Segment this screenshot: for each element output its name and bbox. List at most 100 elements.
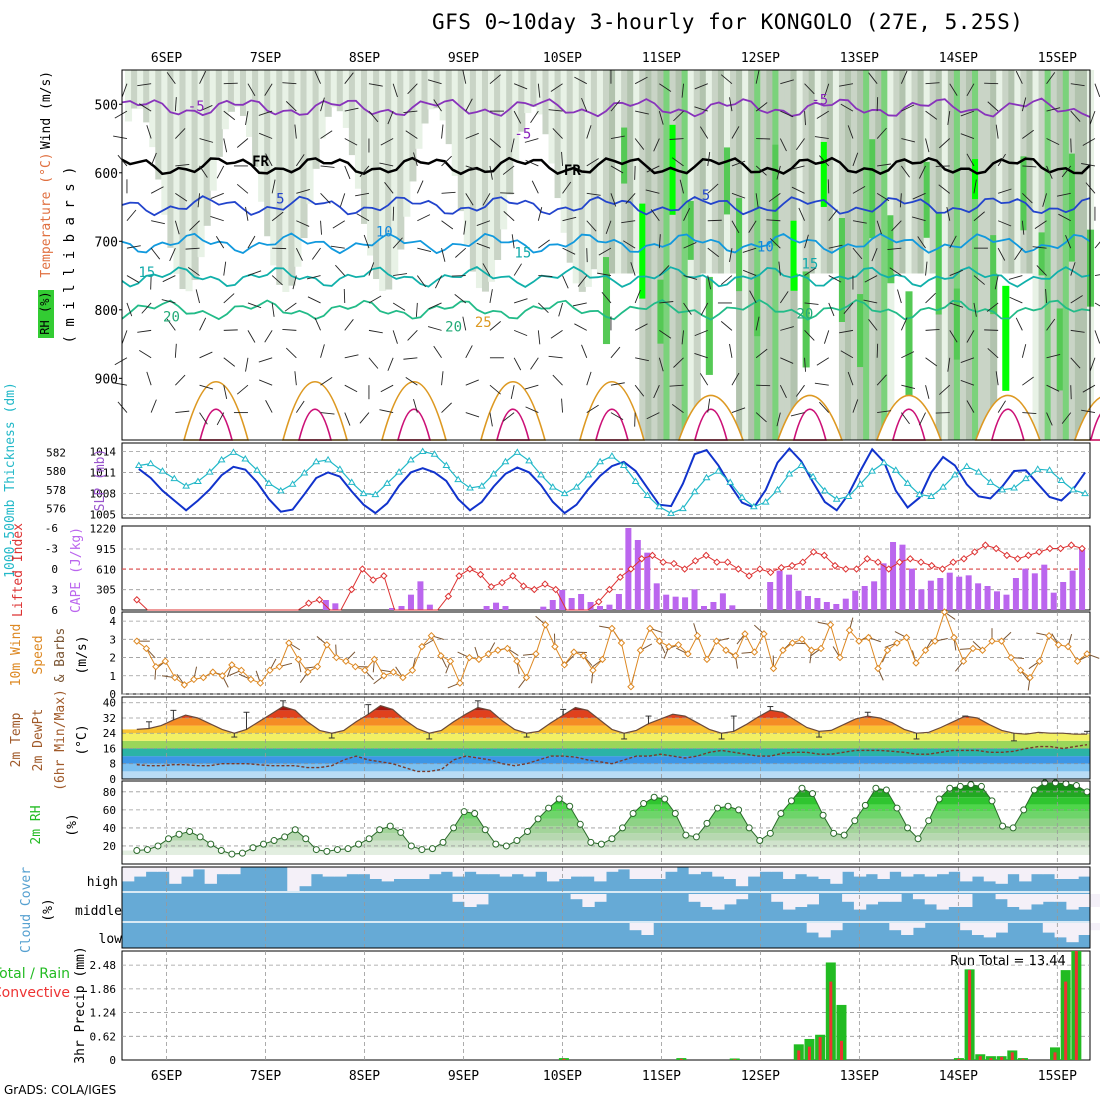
cloud-clear-cell [724, 894, 737, 905]
cloud-clear-cell [1019, 894, 1032, 910]
rh-shade [457, 70, 465, 212]
cape-bar [1060, 582, 1067, 610]
wind-barb [925, 328, 940, 331]
wind-barb [1070, 329, 1085, 333]
lifted-index-marker [992, 544, 1000, 553]
wind-speed-marker [133, 637, 141, 645]
wind-barb [731, 220, 740, 234]
isotherm-30 [594, 408, 629, 441]
wind-barb [755, 412, 767, 423]
rh-shade [324, 70, 332, 117]
lifted-index-marker [670, 559, 678, 568]
wind-barb [731, 407, 746, 414]
lifted-index-marker [1067, 541, 1076, 549]
wind-barb [1070, 262, 1076, 276]
wind-speed-marker [532, 650, 540, 658]
wind-speed-marker [674, 641, 683, 649]
wind-barb [356, 213, 370, 222]
cloud-clear-cell [877, 894, 890, 902]
temperature-band [122, 725, 1090, 734]
wind-barb [513, 110, 522, 124]
wind-barb [790, 165, 805, 170]
cloud-clear-cell [830, 867, 843, 884]
wind-barb [828, 244, 843, 249]
cloud-panel: high middle low [75, 866, 1100, 949]
thickness-marker [158, 467, 167, 474]
wind-barb [150, 152, 157, 167]
cape-bar [767, 582, 774, 610]
wind-speed-marker [275, 662, 284, 671]
rh-shade [959, 70, 967, 440]
wind-barb [653, 385, 660, 399]
rh-shade [439, 70, 447, 121]
wind-speed-marker [456, 679, 464, 687]
cape-bar [672, 596, 679, 610]
wind-barb [605, 220, 612, 235]
temperature-label: 2m DewPt [31, 709, 46, 772]
lifted-index-marker [702, 551, 710, 560]
rh-shade [264, 70, 272, 237]
wind-barb [1009, 296, 1023, 304]
precip-convective-bar [1000, 1056, 1004, 1060]
lifted-index-marker [476, 570, 485, 579]
wind-speed-marker [503, 644, 512, 653]
slp-tick-label: 1011 [90, 466, 117, 479]
wind-barb [320, 165, 335, 168]
wind-barb [925, 261, 928, 276]
wind-barb [1032, 246, 1047, 249]
cape-bar [634, 540, 641, 610]
wind-barb [489, 289, 493, 304]
thickness-marker [525, 456, 534, 464]
cape-tick-label: 915 [96, 543, 116, 556]
rh-marker [861, 801, 869, 809]
wind-barb [368, 83, 383, 87]
wind-barb [339, 193, 346, 207]
wind-barb [1036, 265, 1047, 276]
cloud-clear-cell [700, 867, 713, 872]
wind-barb [889, 267, 902, 276]
wind-speed-marker [598, 655, 607, 664]
wind-barb [223, 110, 236, 121]
wind-barb [524, 138, 539, 143]
cloud-clear-cell [653, 867, 666, 879]
rh-marker [217, 846, 225, 854]
rh-marker [460, 808, 468, 816]
wind-speed-marker [883, 646, 892, 654]
wind-barb [673, 357, 684, 368]
wind-barb [630, 262, 636, 276]
lifted-index-marker [788, 561, 796, 570]
lifted-index-marker [777, 563, 786, 572]
cape-bar [700, 606, 707, 610]
lifted-index-marker [938, 565, 947, 573]
temp-tick-label: 24 [103, 727, 117, 740]
cloud-clear-cell [853, 894, 867, 910]
wind-barb [947, 111, 951, 126]
wind-frame [121, 611, 1091, 695]
cape-bar [918, 589, 925, 610]
cape-bar [1022, 568, 1029, 610]
rh-shade-moist [602, 257, 611, 345]
rh-marker [386, 822, 394, 830]
cape-bar [322, 600, 329, 610]
cloud-clear-cell [806, 894, 819, 905]
wind-barb [876, 374, 887, 386]
wind-barb [223, 385, 228, 399]
lifted-index-marker [519, 582, 528, 590]
wind-speed-marker [142, 644, 151, 653]
wind-barb [658, 110, 664, 125]
wind-barb [282, 328, 297, 331]
rh-marker [302, 835, 310, 843]
cloud-clear-cell [771, 894, 784, 902]
rh-shade-moist [772, 144, 780, 246]
thickness-marker [738, 493, 746, 500]
cape-bar [549, 600, 556, 610]
lifted-index-marker [637, 555, 646, 563]
cloud-clear-cell [783, 867, 796, 879]
wind-barb [1022, 165, 1037, 168]
rh-shade-moist [705, 276, 713, 375]
precip-total-bar [985, 1056, 996, 1060]
isotherm-25 [578, 380, 645, 441]
wind-speed-marker [560, 661, 569, 669]
wind-barb [871, 247, 878, 262]
cloud-clear-cell [665, 867, 678, 872]
